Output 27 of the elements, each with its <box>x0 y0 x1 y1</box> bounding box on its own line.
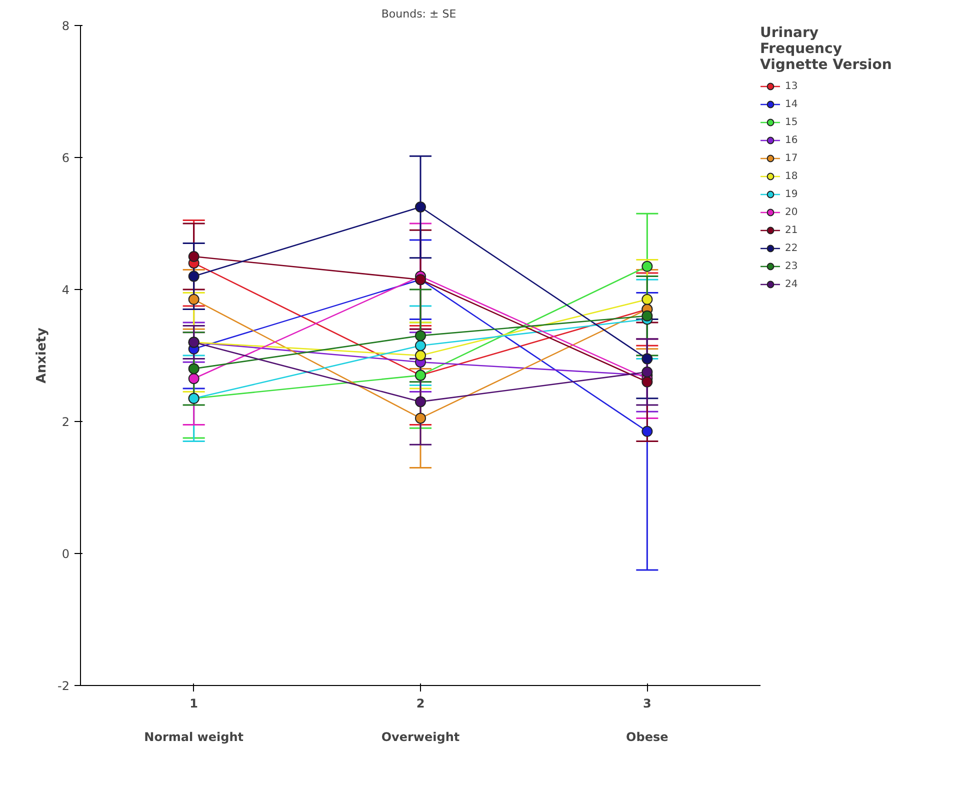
legend-label: 14 <box>785 98 799 112</box>
legend-title: Urinary Frequency Vignette Version <box>760 25 892 73</box>
legend-label: 17 <box>785 152 799 166</box>
x-tick-label: 3 <box>642 696 652 710</box>
y-tick-label: 0 <box>62 547 70 561</box>
text: Normal weight <box>144 730 244 744</box>
text: Overweight <box>381 730 460 744</box>
y-tick-label: -2 <box>58 679 70 693</box>
y-tick-label: 8 <box>62 19 70 33</box>
y-tick-label: 4 <box>62 283 70 297</box>
legend-label: 21 <box>785 224 799 238</box>
legend-label: 23 <box>785 260 799 274</box>
legend-label: 19 <box>785 188 799 202</box>
y-tick-label: 2 <box>62 415 70 429</box>
text: Obese <box>626 730 668 744</box>
chart-subtitle: Bounds: ± SE <box>381 8 456 20</box>
legend-label: 13 <box>785 80 799 94</box>
legend-label: 20 <box>785 206 799 220</box>
legend-label: 16 <box>785 134 799 148</box>
legend-label: 22 <box>785 242 799 256</box>
x-tick-label: 1 <box>190 696 198 710</box>
y-tick-label: 6 <box>62 151 70 165</box>
y-axis-title: Anxiety <box>34 327 50 384</box>
legend-label: 15 <box>785 116 799 130</box>
x-tick-label: 2 <box>416 696 425 710</box>
legend-label: 18 <box>785 170 799 184</box>
legend-label: 24 <box>785 278 799 292</box>
